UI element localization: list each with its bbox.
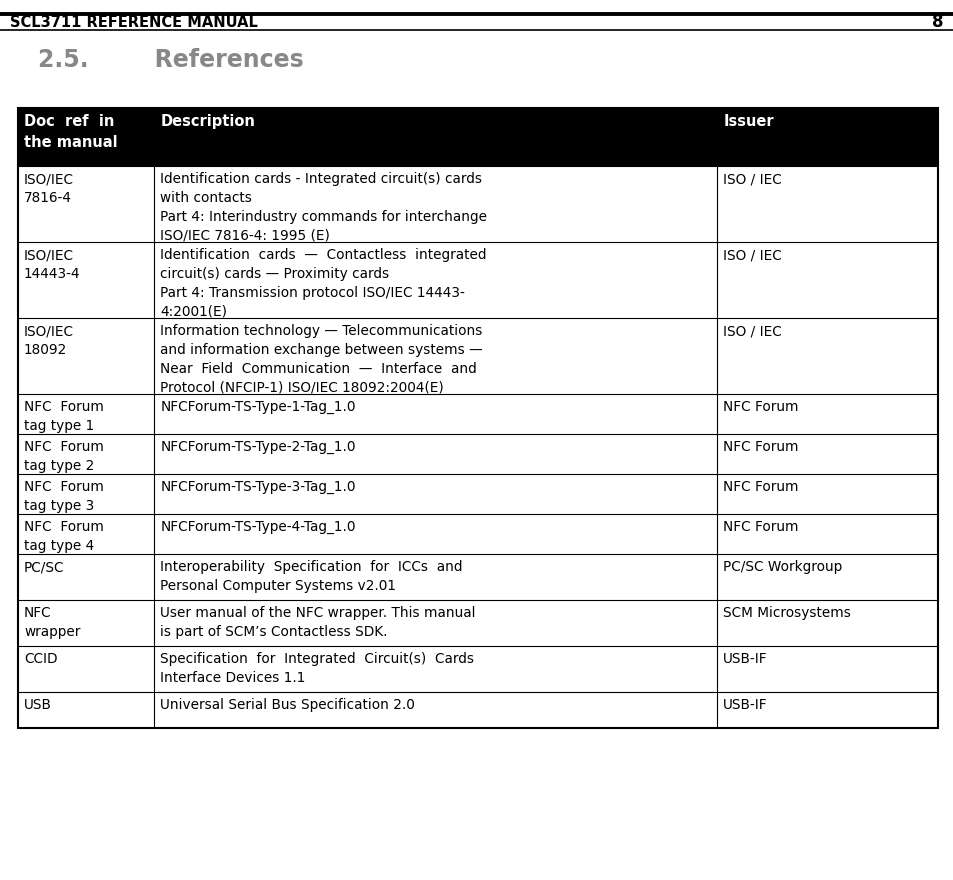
Text: NFC  Forum
tag type 4: NFC Forum tag type 4 xyxy=(24,520,104,553)
Bar xyxy=(18,166,937,242)
Text: Doc  ref  in
the manual: Doc ref in the manual xyxy=(24,114,117,150)
Text: SCL3711 REFERENCE MANUAL: SCL3711 REFERENCE MANUAL xyxy=(10,14,257,30)
Text: NFCForum-TS-Type-3-Tag_1.0: NFCForum-TS-Type-3-Tag_1.0 xyxy=(160,480,355,494)
Text: NFC
wrapper: NFC wrapper xyxy=(24,606,80,639)
Text: PC/SC: PC/SC xyxy=(24,560,65,574)
Text: NFC  Forum
tag type 2: NFC Forum tag type 2 xyxy=(24,440,104,473)
Text: Identification  cards  —  Contactless  integrated
circuit(s) cards — Proximity c: Identification cards — Contactless integ… xyxy=(160,248,486,319)
Bar xyxy=(18,318,937,394)
Text: CCID: CCID xyxy=(24,652,57,666)
Bar xyxy=(18,554,937,600)
Text: NFC Forum: NFC Forum xyxy=(722,440,798,454)
Bar xyxy=(18,474,937,514)
Text: USB-IF: USB-IF xyxy=(722,652,767,666)
Text: Identification cards - Integrated circuit(s) cards
with contacts
Part 4: Interin: Identification cards - Integrated circui… xyxy=(160,172,487,243)
Bar xyxy=(18,514,937,554)
Text: USB: USB xyxy=(24,698,51,712)
Text: NFCForum-TS-Type-1-Tag_1.0: NFCForum-TS-Type-1-Tag_1.0 xyxy=(160,400,355,414)
Text: User manual of the NFC wrapper. This manual
is part of SCM’s Contactless SDK.: User manual of the NFC wrapper. This man… xyxy=(160,606,476,639)
Text: NFCForum-TS-Type-4-Tag_1.0: NFCForum-TS-Type-4-Tag_1.0 xyxy=(160,520,355,534)
Text: ISO/IEC
7816-4: ISO/IEC 7816-4 xyxy=(24,172,74,205)
Bar xyxy=(18,108,937,728)
Bar xyxy=(18,434,937,474)
Text: Description: Description xyxy=(160,114,254,129)
Bar xyxy=(18,646,937,692)
Text: USB-IF: USB-IF xyxy=(722,698,767,712)
Text: Issuer: Issuer xyxy=(722,114,773,129)
Text: ISO / IEC: ISO / IEC xyxy=(722,248,781,262)
Text: NFC Forum: NFC Forum xyxy=(722,520,798,534)
Text: 8: 8 xyxy=(931,13,943,31)
Text: Interoperability  Specification  for  ICCs  and
Personal Computer Systems v2.01: Interoperability Specification for ICCs … xyxy=(160,560,462,593)
Text: Information technology — Telecommunications
and information exchange between sys: Information technology — Telecommunicati… xyxy=(160,324,482,395)
Bar xyxy=(18,692,937,728)
Text: ISO/IEC
14443-4: ISO/IEC 14443-4 xyxy=(24,248,81,281)
Bar xyxy=(18,242,937,318)
Text: NFC Forum: NFC Forum xyxy=(722,480,798,494)
Text: ISO / IEC: ISO / IEC xyxy=(722,324,781,338)
Text: NFC  Forum
tag type 1: NFC Forum tag type 1 xyxy=(24,400,104,433)
Text: NFC Forum: NFC Forum xyxy=(722,400,798,414)
Bar xyxy=(18,394,937,434)
Text: ISO / IEC: ISO / IEC xyxy=(722,172,781,186)
Bar xyxy=(18,600,937,646)
Bar xyxy=(18,108,937,166)
Text: Specification  for  Integrated  Circuit(s)  Cards
Interface Devices 1.1: Specification for Integrated Circuit(s) … xyxy=(160,652,474,685)
Text: Universal Serial Bus Specification 2.0: Universal Serial Bus Specification 2.0 xyxy=(160,698,415,712)
Text: SCM Microsystems: SCM Microsystems xyxy=(722,606,850,620)
Text: NFC  Forum
tag type 3: NFC Forum tag type 3 xyxy=(24,480,104,513)
Text: PC/SC Workgroup: PC/SC Workgroup xyxy=(722,560,841,574)
Text: NFCForum-TS-Type-2-Tag_1.0: NFCForum-TS-Type-2-Tag_1.0 xyxy=(160,440,355,454)
Text: 2.5.        References: 2.5. References xyxy=(38,48,303,72)
Text: ISO/IEC
18092: ISO/IEC 18092 xyxy=(24,324,74,357)
